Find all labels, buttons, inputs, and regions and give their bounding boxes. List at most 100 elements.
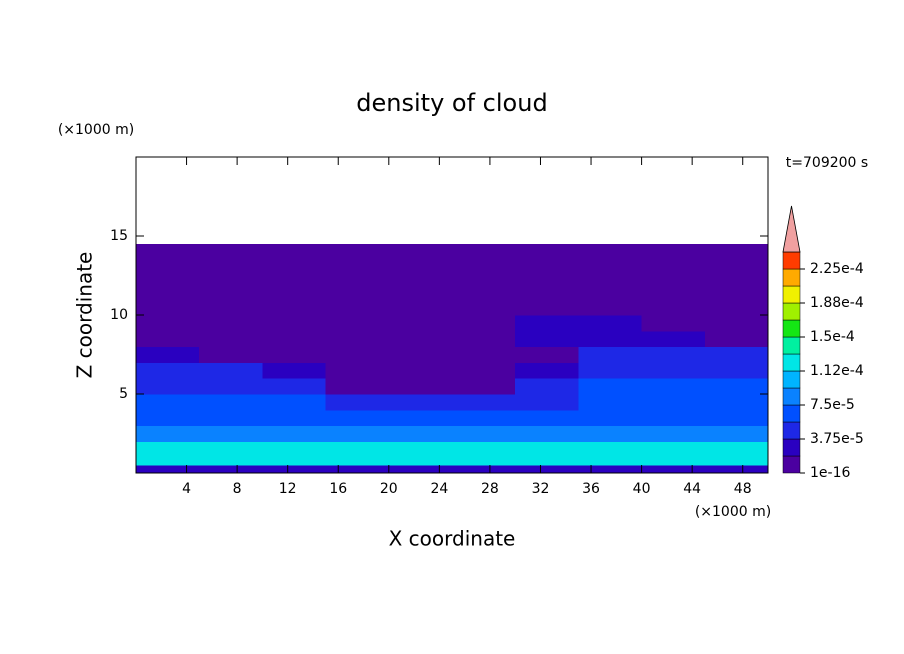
contour-cell [515, 465, 579, 474]
x-tick-label: 28 [481, 481, 499, 497]
contour-cell [578, 362, 643, 379]
contour-cell [452, 346, 516, 363]
colorbar-band [782, 438, 801, 457]
contour-cell [262, 378, 327, 395]
contour-cell [325, 315, 390, 332]
contour-cell [325, 425, 390, 442]
contour-cell [388, 330, 453, 348]
x-axis-title: X coordinate [389, 527, 516, 551]
contour-cell [452, 330, 516, 348]
contour-cell [578, 378, 643, 395]
contour-cell [578, 243, 643, 316]
contour-cell [641, 330, 706, 348]
colorbar-band [782, 336, 801, 355]
contour-cell [199, 243, 263, 316]
contour-cell [388, 346, 453, 363]
contour-cell [388, 378, 453, 395]
contour-cell [515, 346, 579, 363]
x-tick-label: 24 [430, 481, 448, 497]
contour-cell [388, 243, 453, 316]
colorbar-band [782, 319, 801, 338]
contour-cell [199, 409, 263, 427]
contour-cell [136, 315, 200, 332]
contour-cell [262, 394, 327, 411]
contour-cell [704, 465, 769, 474]
x-tick-label: 48 [734, 481, 752, 497]
contour-cell [199, 330, 263, 348]
y-tick-label: 5 [119, 386, 128, 402]
contour-cell [136, 465, 200, 474]
contour-cell [704, 243, 769, 316]
colorbar-band [782, 251, 801, 270]
y-axis-title: Z coordinate [73, 252, 97, 379]
contour-cell [199, 394, 263, 411]
x-tick-label: 40 [633, 481, 651, 497]
contour-cell [136, 457, 200, 466]
y-unit: (×1000 m) [58, 122, 134, 138]
contour-cell [452, 394, 516, 411]
contour-cell [325, 330, 390, 348]
contour-cell [704, 457, 769, 466]
x-tick-label: 44 [683, 481, 701, 497]
contour-cell [452, 378, 516, 395]
x-unit: (×1000 m) [695, 504, 771, 520]
contour-cell [136, 362, 200, 379]
contour-cell [641, 315, 706, 332]
x-tick-label: 12 [279, 481, 297, 497]
x-tick-label: 16 [329, 481, 347, 497]
colorbar-tick-label: 2.25e-4 [810, 261, 864, 277]
contour-cell [641, 378, 706, 395]
contour-cell [641, 243, 706, 316]
colorbar-band [782, 302, 801, 321]
contour-cell [325, 243, 390, 316]
time-label: t=709200 s [786, 155, 868, 171]
contour-cell [515, 409, 579, 427]
contour-cell [388, 362, 453, 379]
colorbar-tick-label: 1.5e-4 [810, 329, 855, 345]
contour-cell [515, 425, 579, 442]
contour-cell [262, 330, 327, 348]
contour-cell [325, 346, 390, 363]
contour-cell [262, 441, 327, 458]
contour-cell [136, 441, 200, 458]
x-tick-label: 36 [582, 481, 600, 497]
contour-cell [199, 425, 263, 442]
contour-cell [515, 330, 579, 348]
contour-cell [641, 425, 706, 442]
colorbar-band [782, 455, 801, 474]
contour-cell [388, 394, 453, 411]
contour-cell [388, 465, 453, 474]
contour-cell [199, 378, 263, 395]
contour-cell [325, 362, 390, 379]
contour-cell [262, 425, 327, 442]
contour-cell [199, 457, 263, 466]
contour-cell [325, 457, 390, 466]
contour-cell [704, 441, 769, 458]
contour-cell [641, 346, 706, 363]
y-tick-label: 15 [110, 228, 128, 244]
contour-cell [136, 378, 200, 395]
contour-cell [578, 425, 643, 442]
contour-cell [578, 441, 643, 458]
contour-cell [578, 394, 643, 411]
colorbar-tick-label: 3.75e-5 [810, 431, 864, 447]
contour-cell [452, 315, 516, 332]
contour-cell [262, 346, 327, 363]
contour-cell [578, 409, 643, 427]
contour-cell [704, 394, 769, 411]
contour-cell [325, 409, 390, 427]
contour-cell [136, 409, 200, 427]
contour-cell [704, 425, 769, 442]
colorbar-band [782, 421, 801, 440]
chart-title: density of cloud [356, 89, 547, 117]
contour-cell [388, 425, 453, 442]
contour-cell [641, 362, 706, 379]
contour-cell [452, 425, 516, 442]
x-tick-label: 32 [532, 481, 550, 497]
x-tick-label: 20 [380, 481, 398, 497]
contour-cell [136, 243, 200, 316]
contour-cell [136, 394, 200, 411]
colorbar-band [782, 268, 801, 287]
colorbar-band [782, 285, 801, 304]
